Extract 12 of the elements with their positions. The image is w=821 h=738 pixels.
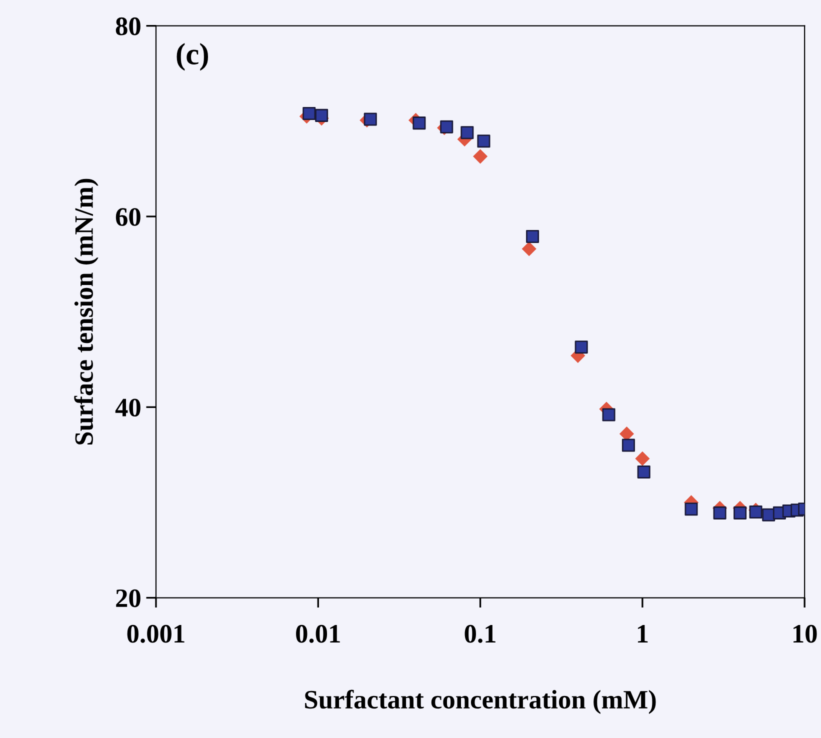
x-tick-label: 1 (638, 625, 648, 642)
annotation: (c) (176, 42, 208, 71)
y-tick-label: 20 (116, 589, 140, 608)
x-tick-label: 0.1 (464, 624, 496, 643)
x-tick-label: 0.01 (296, 624, 340, 643)
y-tick-label: 60 (116, 208, 140, 226)
y-axis-title: Surface tension (mN/m) (74, 178, 98, 445)
y-tick-label: 40 (115, 398, 140, 417)
x-tick-label: 10 (794, 624, 817, 643)
y-tick-label: 80 (116, 17, 140, 36)
x-tick-label: 0.001 (127, 624, 184, 643)
x-axis-title: Surfactant concentration (mM) (305, 690, 656, 714)
